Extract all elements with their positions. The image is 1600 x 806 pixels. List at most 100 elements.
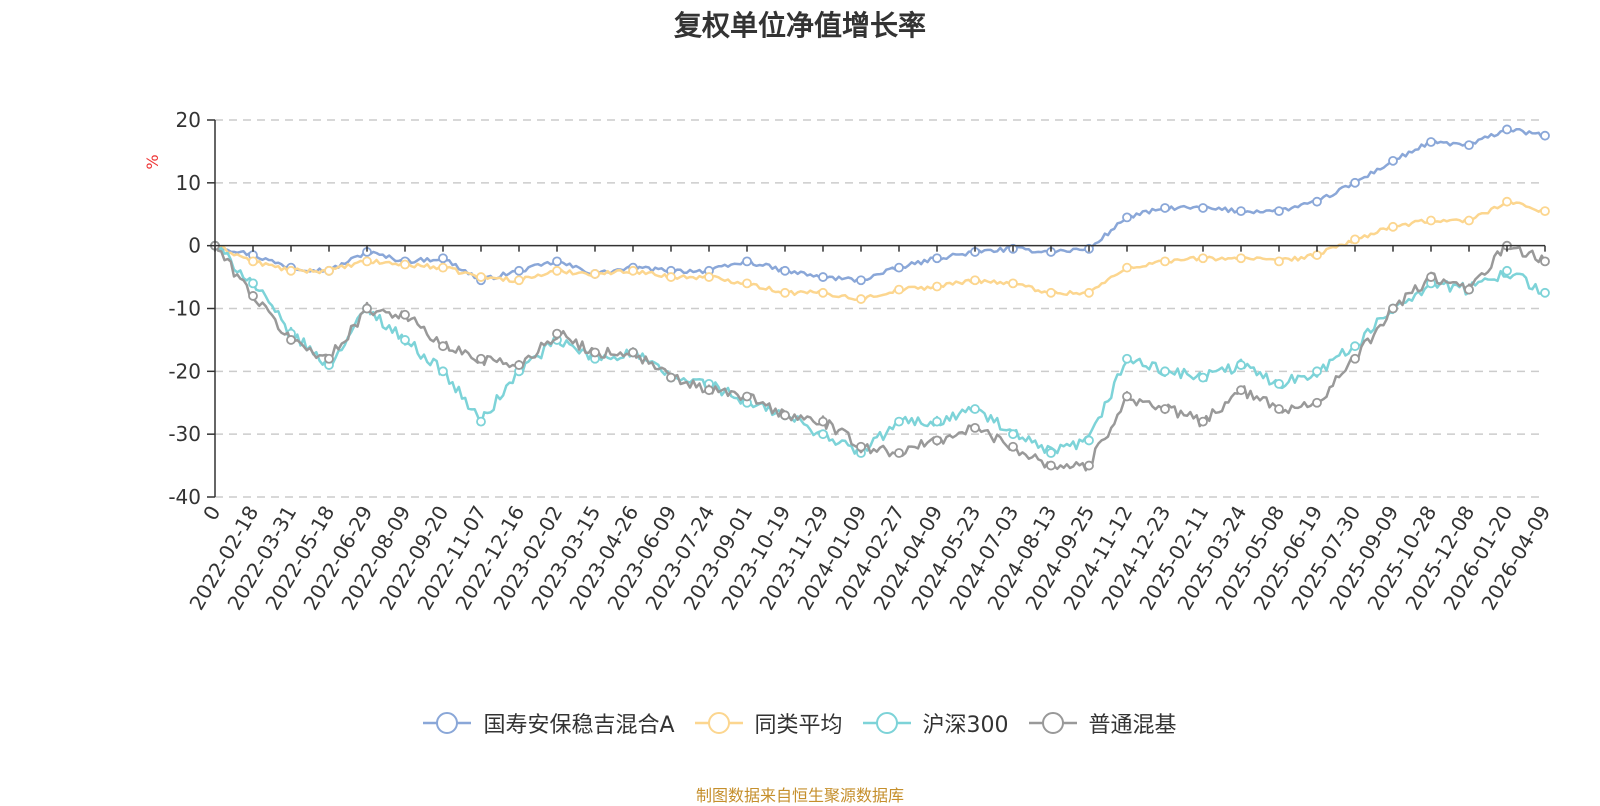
data-point xyxy=(818,429,828,440)
data-point xyxy=(1426,272,1436,282)
legend-item[interactable]: 沪深300 xyxy=(862,707,1009,739)
data-point xyxy=(1046,287,1056,298)
legend-line-icon xyxy=(423,712,472,734)
data-point xyxy=(780,410,790,421)
data-point xyxy=(970,404,980,414)
data-point xyxy=(1312,250,1322,260)
data-point xyxy=(818,272,828,282)
data-point xyxy=(1008,441,1018,452)
y-tick-label: -30 xyxy=(168,422,201,446)
data-point xyxy=(704,272,714,282)
data-point xyxy=(1502,124,1512,135)
legend-item[interactable]: 同类平均 xyxy=(694,707,843,739)
y-tick-label: -40 xyxy=(168,485,201,509)
series-group xyxy=(210,124,1550,472)
data-point xyxy=(818,287,828,298)
data-point xyxy=(628,265,638,276)
data-point xyxy=(856,294,866,304)
data-point xyxy=(1540,256,1550,267)
legend-item[interactable]: 普通混基 xyxy=(1028,707,1177,739)
data-point xyxy=(324,265,334,276)
data-point xyxy=(248,278,258,289)
data-point xyxy=(1084,460,1094,471)
y-tick-label: -10 xyxy=(168,297,201,321)
data-point xyxy=(1540,287,1550,298)
source-note: 制图数据来自恒生聚源数据库 xyxy=(695,786,904,805)
legend-label: 国寿安保稳吉混合A xyxy=(483,713,675,738)
data-point xyxy=(286,265,296,276)
data-point xyxy=(476,353,486,364)
data-point xyxy=(1540,130,1550,141)
legend-item[interactable]: 国寿安保稳吉混合A xyxy=(423,707,675,739)
data-point xyxy=(1236,206,1246,217)
data-point xyxy=(970,275,980,286)
data-point xyxy=(1464,140,1474,151)
data-point xyxy=(1274,256,1284,267)
data-point xyxy=(932,416,942,427)
data-point xyxy=(438,262,448,273)
data-point xyxy=(552,256,562,267)
legend: 国寿安保稳吉混合A 同类平均 沪深300 普通混基 xyxy=(0,707,1600,742)
data-point xyxy=(1160,404,1170,414)
data-point xyxy=(514,265,524,276)
data-point xyxy=(666,272,676,282)
data-point xyxy=(438,366,448,377)
data-point xyxy=(1122,391,1132,402)
data-point xyxy=(1502,196,1512,207)
data-point xyxy=(894,262,904,273)
data-point xyxy=(1350,353,1360,364)
grid-lines xyxy=(215,119,1545,498)
legend-line-icon xyxy=(862,712,911,734)
axes: 20100-10-20-30-4002022-02-182022-03-3120… xyxy=(168,108,1555,614)
data-point xyxy=(894,284,904,295)
data-point xyxy=(1540,206,1550,217)
data-point xyxy=(666,372,676,383)
data-point xyxy=(1388,303,1398,314)
data-point xyxy=(590,347,600,358)
data-point xyxy=(932,253,942,264)
series-line xyxy=(214,200,1546,302)
y-tick-label: 20 xyxy=(176,108,201,132)
data-point xyxy=(1312,196,1322,207)
data-point xyxy=(286,335,296,345)
data-point xyxy=(1084,287,1094,298)
data-point xyxy=(742,256,752,267)
data-point xyxy=(1046,460,1056,471)
data-point xyxy=(362,303,372,314)
data-point xyxy=(1274,404,1284,414)
data-point xyxy=(894,448,904,458)
series-line xyxy=(214,127,1546,283)
data-point xyxy=(400,309,410,320)
data-point xyxy=(1464,215,1474,226)
data-point xyxy=(476,416,486,427)
data-point xyxy=(590,269,600,279)
data-point xyxy=(400,335,410,345)
y-tick-label: -20 xyxy=(168,359,201,383)
data-point xyxy=(742,278,752,289)
x-tick-label: 0 xyxy=(198,502,225,525)
data-point xyxy=(780,287,790,298)
data-point xyxy=(1236,360,1246,370)
data-point xyxy=(1198,253,1208,264)
data-point xyxy=(476,272,486,282)
legend-label: 同类平均 xyxy=(754,713,843,738)
data-point xyxy=(704,385,714,396)
y-tick-label: 10 xyxy=(176,171,201,195)
data-point xyxy=(1160,256,1170,267)
data-point xyxy=(1350,234,1360,245)
data-point xyxy=(438,341,448,352)
data-point xyxy=(514,275,524,286)
data-point xyxy=(1160,366,1170,377)
data-point xyxy=(248,291,258,301)
y-tick-label: 0 xyxy=(188,234,201,258)
data-point xyxy=(552,328,562,339)
data-point xyxy=(894,416,904,427)
data-point xyxy=(1464,284,1474,295)
legend-line-icon xyxy=(1028,712,1077,734)
data-point xyxy=(1198,416,1208,427)
series-line xyxy=(213,243,1547,472)
data-point xyxy=(1274,206,1284,217)
data-point xyxy=(248,256,258,267)
data-point xyxy=(1426,137,1436,147)
data-point xyxy=(818,416,828,427)
